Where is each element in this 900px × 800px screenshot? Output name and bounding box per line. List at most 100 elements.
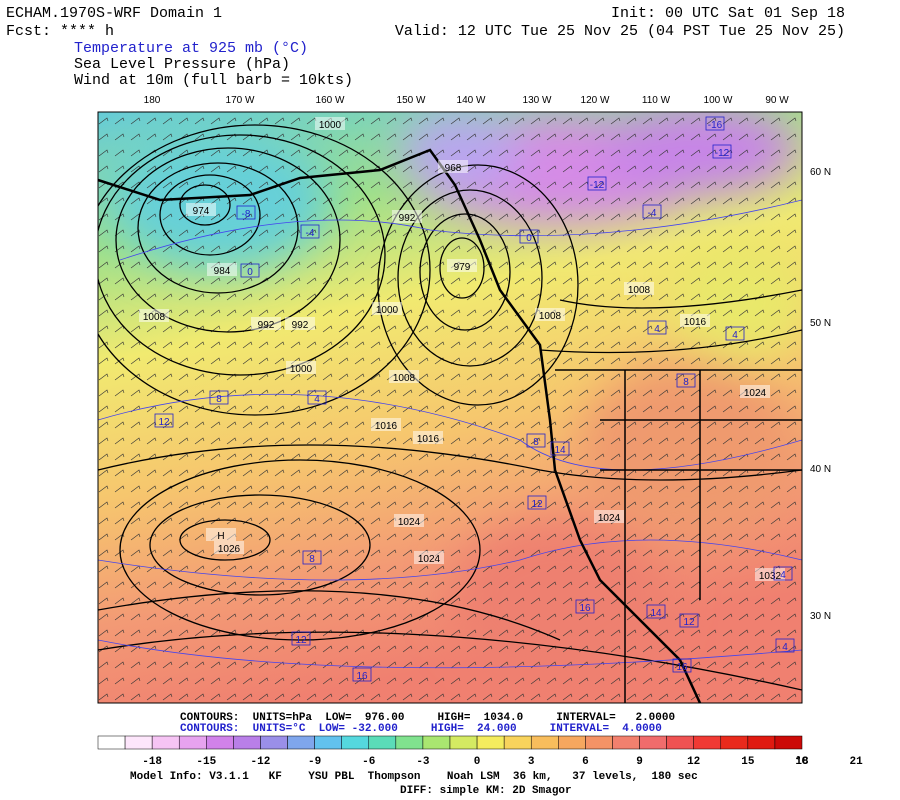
pressure-label-box — [624, 282, 654, 295]
pressure-label-box — [392, 210, 422, 223]
temperature-label-box — [527, 495, 547, 510]
pressure-label: 1016 — [684, 317, 707, 328]
temperature-label: -4 — [306, 228, 315, 239]
temperature-label: -8 — [242, 209, 251, 220]
colorbar-tick: 12 — [687, 756, 700, 768]
pressure-label-box — [414, 551, 444, 564]
colorbar-cell — [206, 735, 234, 750]
colorbar-cell — [585, 735, 613, 750]
init-time: Init: 00 UTC Sat 01 Sep 18 — [611, 5, 845, 22]
colorbar-tick: 9 — [636, 756, 643, 768]
temperature-label: 12 — [158, 417, 170, 428]
temperature-label: 12 — [295, 635, 307, 646]
colorbar-tick: 15 — [741, 756, 755, 768]
pressure-label: 1016 — [417, 434, 440, 445]
pressure-label-box — [251, 317, 281, 330]
colorbar-cell — [368, 735, 397, 750]
pressure-label-box — [186, 203, 216, 216]
temperature-label: 8 — [309, 554, 315, 565]
map-labels: 180 170 W 160 W 150 W 140 W 130 W 120 W 110 W 10… — [139, 95, 831, 682]
diff-info: DIFF: simple KM: 2D Smagor — [400, 785, 572, 797]
pressure-label-box — [755, 568, 785, 581]
colorbar-cell — [449, 735, 478, 750]
longitude-label: 140 W — [457, 95, 486, 106]
temperature-label-box — [676, 373, 696, 388]
pressure-label-box — [594, 510, 624, 523]
colorbar-cell — [612, 735, 640, 750]
temperature-label-box — [773, 566, 793, 581]
colorbar-cell — [395, 735, 424, 750]
colorbar-tick: 3 — [528, 756, 535, 768]
map — [98, 112, 802, 703]
temperature-label: 4 — [732, 330, 738, 341]
colorbar-cell — [774, 735, 803, 750]
temperature-label: 4 — [780, 570, 786, 581]
contours-slp: CONTOURS: UNITS=hPa LOW= 976.00 HIGH= 10… — [180, 712, 675, 724]
colorbar-tick: -12 — [251, 756, 271, 768]
pressure-label: 974 — [193, 206, 210, 217]
temperature-label: 16 — [356, 671, 368, 682]
temperature-label-box — [291, 631, 311, 646]
pressure-label-box — [447, 259, 477, 272]
temperature-label-box — [575, 599, 595, 614]
temperature-label-box — [236, 205, 256, 220]
title: ECHAM.1970S-WRF Domain 1 — [6, 5, 222, 22]
pressure-label: 1024 — [398, 517, 421, 528]
longitude-label: 180 — [144, 95, 161, 106]
temperature-label-box — [647, 320, 667, 335]
temperature-label-box — [550, 441, 570, 456]
temperature-label: 4 — [654, 324, 660, 335]
longitude-label: 110 W — [642, 95, 671, 106]
temperature-label: 12 — [531, 499, 543, 510]
longitude-label: 120 W — [581, 95, 610, 106]
field-temperature: Temperature at 925 mb (°C) — [74, 40, 308, 57]
pressure-label-box — [286, 361, 316, 374]
colorbar: -18-15-12-9-6-3036912151821242730 — [97, 735, 863, 768]
pressure-label: H — [217, 531, 224, 542]
latitude-label: 30 N — [810, 611, 831, 622]
temperature-label-box — [642, 204, 662, 219]
longitude-label: 160 W — [316, 95, 345, 106]
temperature-label: 4 — [314, 394, 320, 405]
temperature-label-box — [209, 390, 229, 405]
colorbar-tick: 0 — [474, 756, 481, 768]
pressure-label: 1024 — [744, 388, 767, 399]
temperature-label: 16 — [579, 603, 591, 614]
temperature-label: 0 — [526, 233, 532, 244]
pressure-label: 1008 — [539, 311, 562, 322]
field-pressure: Sea Level Pressure (hPa) — [74, 56, 290, 73]
longitude-label: 130 W — [523, 95, 552, 106]
temperature-label-box — [302, 550, 322, 565]
latitude-label: 60 N — [810, 167, 831, 178]
colorbar-cell — [341, 735, 370, 750]
forecast-hour: Fcst: **** h — [6, 23, 114, 40]
colorbar-cell — [558, 735, 586, 750]
pressure-label-box — [139, 309, 169, 322]
pressure-label: 1008 — [393, 373, 416, 384]
pressure-label: 1016 — [375, 421, 398, 432]
pressure-label: 1024 — [598, 513, 621, 524]
temperature-label-box — [672, 658, 692, 673]
latitude-label: 40 N — [810, 464, 831, 475]
temperature-label: -12 — [590, 180, 605, 191]
colorbar-tick: 18 — [795, 756, 809, 768]
field-wind: Wind at 10m (full barb = 10kts) — [74, 72, 353, 89]
pressure-label-box — [389, 370, 419, 383]
colorbar-cell — [287, 735, 315, 750]
pressure-label: 968 — [445, 163, 462, 174]
temperature-label: 16 — [676, 662, 688, 673]
temperature-label-box — [519, 229, 539, 244]
pressure-label: 979 — [454, 262, 471, 273]
colorbar-cell — [693, 735, 722, 750]
colorbar-cell — [314, 735, 342, 750]
colorbar-cell — [178, 735, 207, 750]
temperature-label-box — [587, 176, 607, 191]
pressure-label-box — [371, 418, 401, 431]
model-info: Model Info: V3.1.1 KF YSU PBL Thompson N… — [130, 771, 698, 783]
pressure-label-box — [394, 514, 424, 527]
colorbar-tick: -15 — [196, 756, 216, 768]
temperature-label-box — [725, 326, 745, 341]
pressure-label-box — [740, 385, 770, 398]
pressure-label: 1000 — [319, 120, 342, 131]
